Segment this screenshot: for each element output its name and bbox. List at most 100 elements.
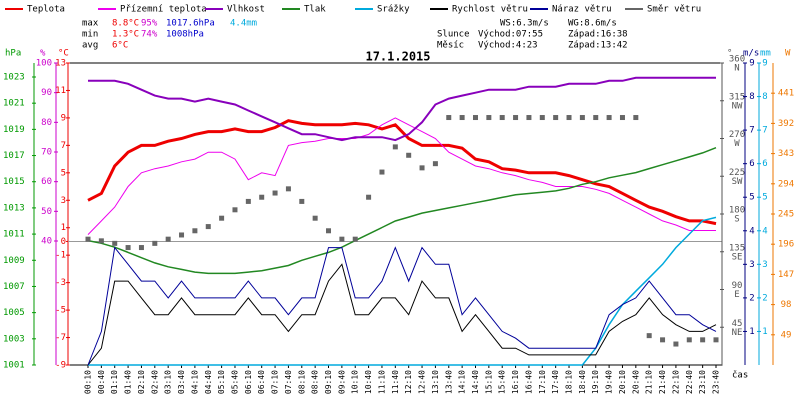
legend-label: Srážky — [377, 5, 410, 15]
y-tick-label: 2 — [762, 293, 767, 303]
y-tick-label: 196 — [778, 240, 794, 250]
y-tick-label: 1013 — [3, 203, 25, 213]
y-tick-label: 6 — [762, 159, 767, 169]
y-tick-label: 1023 — [3, 73, 25, 83]
legend-label: Směr větru — [647, 5, 701, 15]
x-tick-label: 20:40 — [631, 370, 640, 394]
y-tick-label: 5 — [762, 193, 767, 203]
y-tick-label: 13 — [55, 59, 66, 69]
wind-stat: WG:8.6m/s — [568, 19, 617, 29]
x-tick-label: 14:10 — [458, 370, 467, 394]
direction-point — [192, 228, 198, 234]
x-tick-label: 20:10 — [618, 370, 627, 394]
y-tick-label: 40 — [41, 237, 52, 247]
direction-point — [686, 337, 692, 343]
y-tick-label: 9 — [61, 113, 66, 123]
moon-info: Měsíc — [437, 41, 464, 51]
x-tick-label: 22:40 — [685, 370, 694, 394]
stat-value: 1008hPa — [166, 30, 204, 40]
legend-label: Náraz větru — [552, 5, 612, 15]
y-tick-label: 98 — [781, 300, 792, 310]
y-tick-label: 1017 — [3, 151, 25, 161]
stat-value: 1.3°C — [112, 30, 139, 40]
direction-point — [673, 341, 679, 347]
legend-label: Vlhkost — [227, 5, 265, 15]
x-tick-label: 17:40 — [551, 370, 560, 394]
direction-point — [326, 228, 332, 234]
x-tick-label: 03:10 — [164, 370, 173, 394]
y-tick-label: 225 — [729, 168, 745, 178]
y-tick-label: 180 — [729, 206, 745, 216]
direction-point — [85, 236, 91, 242]
direction-point — [259, 194, 265, 200]
x-tick-label: 09:40 — [337, 370, 346, 394]
y-tick-label: 1003 — [3, 334, 25, 344]
x-tick-label: 02:40 — [150, 370, 159, 394]
direction-point — [566, 115, 572, 121]
direction-point — [165, 236, 171, 242]
direction-point — [245, 198, 251, 204]
direction-point — [285, 186, 291, 192]
series-line — [88, 76, 716, 142]
series-line — [87, 263, 717, 366]
x-tick-label: 19:10 — [591, 370, 600, 394]
x-tick-label: 04:10 — [190, 370, 199, 394]
direction-label: NW — [732, 101, 743, 111]
y-tick-label: 1021 — [3, 99, 25, 109]
y-tick-label: 3 — [61, 196, 66, 206]
x-tick-label: 13:10 — [431, 370, 440, 394]
x-tick-label: 11:40 — [391, 370, 400, 394]
direction-label: N — [734, 64, 739, 74]
stat-label: max — [82, 19, 99, 29]
direction-point — [98, 238, 104, 244]
y-tick-label: 9 — [749, 59, 754, 69]
y-tick-label: 7 — [762, 126, 767, 136]
moon-info: Východ:4:23 — [478, 41, 538, 51]
y-tick-label: 90 — [41, 88, 52, 98]
sun-info: Slunce — [437, 30, 470, 40]
y-tick-label: -5 — [55, 306, 66, 316]
stat-label: min — [82, 30, 98, 40]
direction-point — [205, 224, 211, 230]
y-tick-label: 147 — [778, 270, 794, 280]
y-tick-label: 3 — [762, 260, 767, 270]
y-tick-label: 5 — [61, 168, 66, 178]
x-tick-label: 10:40 — [364, 370, 373, 394]
y-tick-label: 135 — [729, 243, 745, 253]
direction-label: S — [734, 215, 739, 225]
direction-label: W — [734, 139, 740, 149]
x-tick-label: 03:40 — [177, 370, 186, 394]
x-tick-label: 10:10 — [351, 370, 360, 394]
direction-point — [432, 161, 438, 167]
direction-point — [112, 240, 118, 246]
x-tick-label: 01:40 — [124, 370, 133, 394]
direction-label: SW — [732, 177, 743, 187]
stat-value: 6°C — [112, 41, 128, 51]
y-tick-label: 8 — [749, 92, 754, 102]
x-tick-label: 18:40 — [578, 370, 587, 394]
x-tick-label: 12:40 — [418, 370, 427, 394]
y-tick-label: 245 — [778, 210, 794, 220]
wind-stat: WS:6.3m/s — [500, 19, 549, 29]
direction-point — [553, 115, 559, 121]
direction-label: NE — [732, 328, 743, 338]
y-tick-label: 100 — [36, 59, 52, 69]
y-tick-label: 45 — [732, 319, 743, 329]
y-tick-label: 80 — [41, 118, 52, 128]
y-tick-label: 7 — [749, 126, 754, 136]
axis-unit: % — [40, 49, 46, 59]
y-tick-label: 1005 — [3, 308, 25, 318]
y-tick-label: 1 — [749, 327, 754, 337]
series-line — [87, 119, 717, 226]
x-tick-label: 18:10 — [565, 370, 574, 394]
x-tick-label: 12:10 — [404, 370, 413, 394]
legend-label: Tlak — [304, 5, 326, 15]
y-tick-label: 0 — [61, 237, 66, 247]
y-tick-label: 1 — [61, 223, 66, 233]
y-tick-label: 11 — [55, 86, 66, 96]
y-tick-label: 1019 — [3, 125, 25, 135]
direction-point — [352, 236, 358, 242]
direction-point — [619, 115, 625, 121]
x-tick-label: 08:10 — [297, 370, 306, 394]
